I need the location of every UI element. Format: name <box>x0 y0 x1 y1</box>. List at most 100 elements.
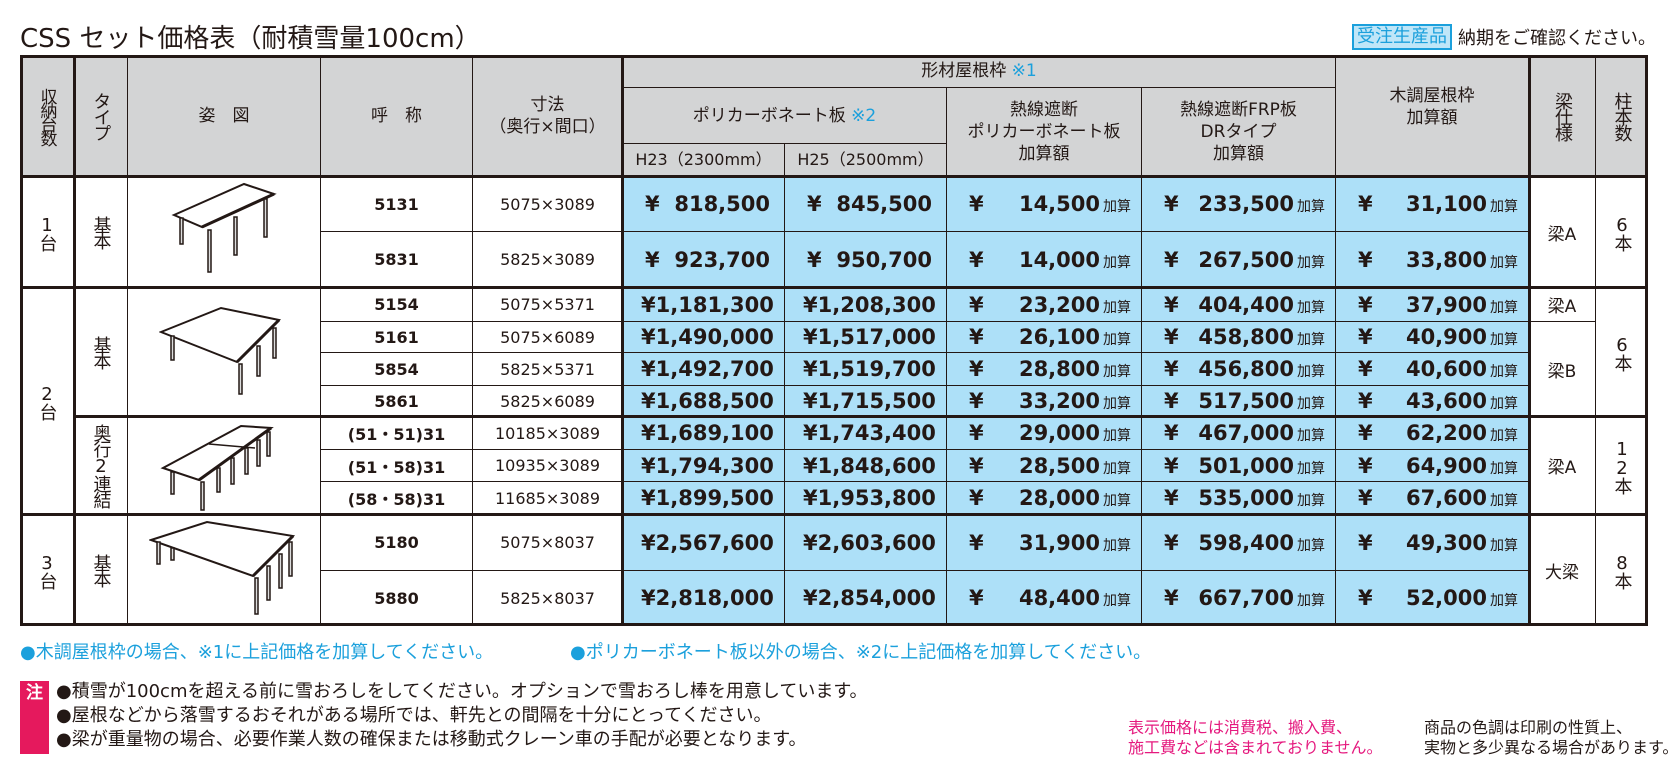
figure-cell <box>128 417 321 515</box>
model-name: 5861 <box>374 391 419 411</box>
type-cell: 基本 <box>74 177 128 288</box>
header-heat-poly-line3: 加算額 <box>1018 144 1070 164</box>
add-heat-poly-value: 28,500 <box>1018 453 1100 478</box>
add-suffix: 加算 <box>1297 428 1325 444</box>
yen-symbol: ¥ <box>803 357 818 381</box>
type-label: 基本 <box>90 554 112 586</box>
add-frp-value: 467,000 <box>1198 421 1294 445</box>
add-amount: 49,300 加算 <box>1406 531 1518 555</box>
add-suffix: 加算 <box>1297 299 1325 316</box>
figure-cell <box>128 288 321 417</box>
add-suffix: 加算 <box>1103 254 1131 271</box>
add-wood-cell: ¥33,800 加算 <box>1336 232 1529 288</box>
add-suffix: 加算 <box>1103 396 1131 412</box>
type-label: 奥行2連結 <box>90 424 112 507</box>
add-suffix: 加算 <box>1490 537 1518 554</box>
add-heat-poly-cell: ¥28,000 加算 <box>947 482 1142 515</box>
color-disclaimer-line: 商品の色調は印刷の性質上、 <box>1424 718 1633 737</box>
price-h23: 1,794,300 <box>655 453 774 478</box>
model-name: (51・58)31 <box>347 457 446 477</box>
add-heat-poly-cell: ¥14,000 加算 <box>947 232 1142 288</box>
dims-cell: 5825×5371 <box>473 353 623 386</box>
add-heat-poly-value: 28,000 <box>1018 486 1100 510</box>
note-item: ●屋根などから落雪するおそれがある場所では、軒先との間隔を十分にとってください。 <box>56 705 772 726</box>
dimensions: 5825×5371 <box>500 359 595 379</box>
figure-cell <box>128 515 321 626</box>
add-wood-value: 64,900 <box>1405 453 1487 478</box>
header-dims-line2: （奥行×間口） <box>489 116 606 137</box>
header-beam-label: 梁仕様 <box>1552 91 1573 140</box>
type-label: 基本 <box>90 336 112 368</box>
dims-cell: 5825×6089 <box>473 386 623 417</box>
add-frp-value: 456,800 <box>1198 357 1294 381</box>
add-amount: 404,400 加算 <box>1198 293 1325 317</box>
price-h23-cell: ¥1,490,000 <box>623 322 785 353</box>
model-name: (58・58)31 <box>347 490 446 509</box>
name-cell: 5854 <box>321 353 473 386</box>
add-suffix: 加算 <box>1297 396 1325 412</box>
add-frp-cell: ¥233,500 加算 <box>1142 177 1336 232</box>
yen-symbol: ¥ <box>641 389 656 413</box>
header-frp: 熱線遮断FRP板 DRタイプ 加算額 <box>1142 88 1336 177</box>
add-wood-cell: ¥43,600 加算 <box>1336 386 1529 417</box>
yen-symbol: ¥ <box>1358 192 1373 216</box>
yen-symbol: ¥ <box>803 586 818 610</box>
posts-cell: 12本 <box>1596 417 1648 515</box>
price-h25-cell: ¥1,953,800 <box>785 482 947 515</box>
add-heat-poly-cell: ¥31,900 加算 <box>947 515 1142 571</box>
yen-symbol: ¥ <box>641 325 656 349</box>
add-wood-cell: ¥40,600 加算 <box>1336 353 1529 386</box>
yen-symbol: ¥ <box>969 421 984 445</box>
color-disclaimer: 商品の色調は印刷の性質上、 実物と多少異なる場合があります。 <box>1424 718 1678 758</box>
price-h25: 1,743,400 <box>817 421 936 445</box>
price-h25-cell: ¥1,519,700 <box>785 353 947 386</box>
dimensions: 5075×3089 <box>500 194 595 214</box>
add-heat-poly-value: 14,500 <box>1018 192 1100 216</box>
rule-group2-bottom <box>20 513 1648 516</box>
add-suffix: 加算 <box>1490 460 1518 477</box>
header-frp-line1: 熱線遮断FRP板 <box>1180 100 1297 120</box>
add-heat-poly-cell: ¥29,000 加算 <box>947 417 1142 450</box>
price-h23-cell: ¥1,181,300 <box>623 288 785 322</box>
name-cell: (51・58)31 <box>321 450 473 482</box>
note-item: ●積雪が100cmを超える前に雪おろしをしてください。オプションで雪おろし棒を用… <box>56 681 868 702</box>
add-amount: 28,800 加算 <box>1019 357 1131 381</box>
note-tag: 注 <box>20 681 49 754</box>
yen-symbol: ¥ <box>803 530 818 555</box>
price-h23-cell: ¥2,567,600 <box>623 515 785 571</box>
carport-table-3-icon <box>149 520 299 620</box>
add-suffix: 加算 <box>1103 493 1131 509</box>
rule-group1-bottom <box>20 286 1648 289</box>
yen-symbol: ¥ <box>641 357 656 381</box>
posts-label: 6本 <box>1611 334 1633 370</box>
yen-symbol: ¥ <box>1358 389 1373 413</box>
color-disclaimer-line: 実物と多少異なる場合があります。 <box>1424 738 1678 757</box>
yen-symbol: ¥ <box>1164 325 1179 349</box>
add-amount: 48,400 加算 <box>1019 586 1131 610</box>
yen-symbol: ¥ <box>641 586 656 610</box>
add-amount: 267,500 加算 <box>1198 248 1325 272</box>
add-frp-value: 267,500 <box>1198 247 1294 272</box>
dims-cell: 10185×3089 <box>473 417 623 450</box>
type-cell: 基本 <box>74 515 128 626</box>
yen-symbol: ¥ <box>1164 486 1179 510</box>
add-suffix: 加算 <box>1297 460 1325 477</box>
add-amount: 233,500 加算 <box>1198 192 1325 216</box>
header-wood: 木調屋根枠 加算額 <box>1336 55 1529 177</box>
add-wood-cell: ¥40,900 加算 <box>1336 322 1529 353</box>
add-amount: 37,900 加算 <box>1406 293 1518 317</box>
header-h23: H23（2300mm） <box>623 144 785 177</box>
model-name: 5154 <box>374 295 419 314</box>
dims-cell: 11685×3089 <box>473 482 623 515</box>
yen-symbol: ¥ <box>803 389 818 413</box>
add-wood-value: 33,800 <box>1405 247 1487 272</box>
add-suffix: 加算 <box>1297 493 1325 509</box>
add-suffix: 加算 <box>1490 593 1518 609</box>
model-name: 5880 <box>374 588 419 608</box>
header-posts-label: 柱本数 <box>1611 91 1633 140</box>
yen-symbol: ¥ <box>1358 292 1373 317</box>
add-wood-value: 62,200 <box>1405 421 1487 445</box>
add-frp-value: 458,800 <box>1198 325 1294 349</box>
yen-symbol: ¥ <box>969 325 984 349</box>
price-h23-cell: ¥1,688,500 <box>623 386 785 417</box>
